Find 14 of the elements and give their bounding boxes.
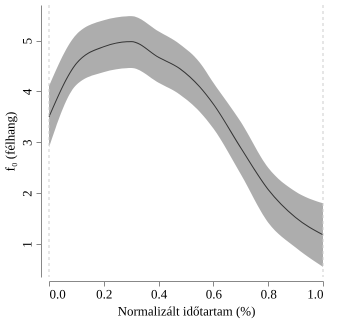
x-tick-label: 0.4 bbox=[150, 286, 168, 302]
y-axis-title: f₀ (félhang) bbox=[2, 112, 18, 172]
x-axis-title: Normalizált időtartam (%) bbox=[118, 304, 256, 318]
x-tick-label: 0.0 bbox=[50, 286, 66, 302]
x-tick-label: 1.0 bbox=[307, 286, 324, 302]
x-tick-label: 0.2 bbox=[96, 286, 112, 302]
y-tick-label: 1 bbox=[20, 241, 34, 248]
x-tick-label: 0.8 bbox=[260, 286, 277, 302]
x-tick-label: 0.6 bbox=[206, 286, 223, 302]
y-tick-label: 4 bbox=[20, 88, 34, 96]
line-series bbox=[48, 41, 324, 236]
y-tick-label: 3 bbox=[20, 140, 34, 146]
y-tick-label: 2 bbox=[20, 190, 34, 197]
y-tick-label: 5 bbox=[20, 38, 34, 44]
